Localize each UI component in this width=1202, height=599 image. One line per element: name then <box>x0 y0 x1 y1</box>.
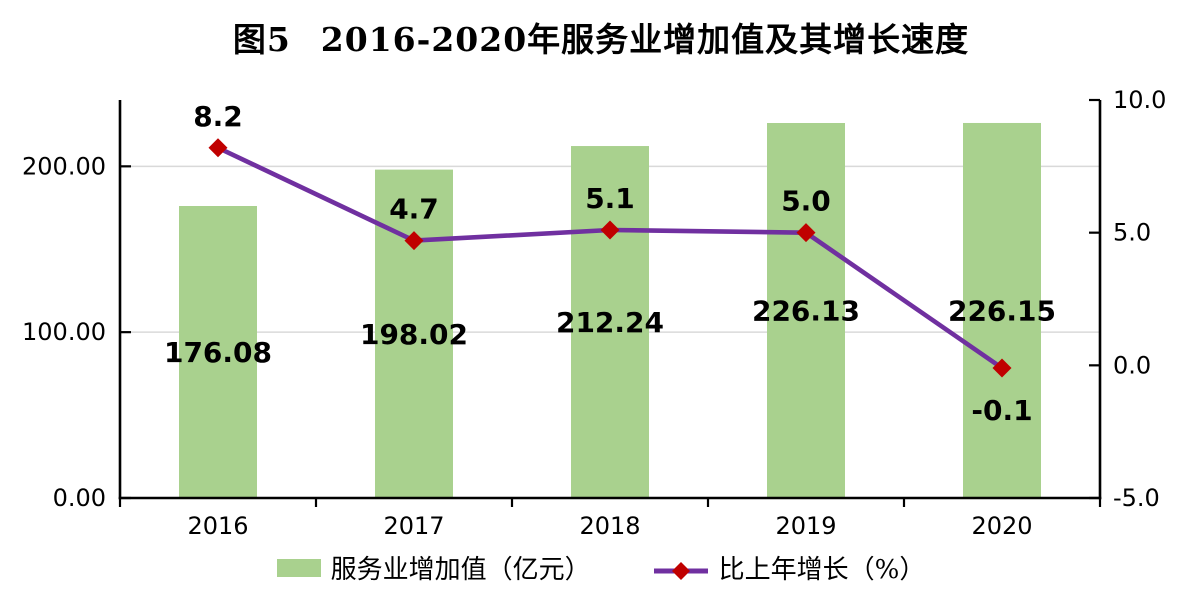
left-axis-tick-label: 200.00 <box>22 152 106 180</box>
bar-value-label-2019: 226.13 <box>752 295 860 328</box>
right-axis-tick-label: -5.0 <box>1113 484 1160 512</box>
chart-title: 图5 2016-2020年服务业增加值及其增长速度 <box>0 13 1202 61</box>
chart-title-main: 2016-2020年服务业增加值及其增长速度 <box>320 20 970 59</box>
bar-value-label-2018: 212.24 <box>556 306 664 339</box>
line-value-label-2017: 4.7 <box>389 193 439 226</box>
x-axis-label-2017: 2017 <box>383 512 444 540</box>
bar-value-label-2020: 226.15 <box>948 294 1056 327</box>
line-value-label-2019: 5.0 <box>781 185 831 218</box>
legend-bar-swatch <box>276 558 321 577</box>
x-axis-label-2019: 2019 <box>775 512 836 540</box>
legend-line-marker-swatch <box>653 558 709 580</box>
bar-2020 <box>963 122 1041 498</box>
left-axis-tick-label: 100.00 <box>22 318 106 346</box>
line-value-label-2020: -0.1 <box>971 394 1032 427</box>
diamond-marker-2018 <box>600 220 620 240</box>
chart-legend: 服务业增加值（亿元） 比上年增长（%） <box>0 549 1202 586</box>
bar-2019 <box>767 123 845 498</box>
bar-2017 <box>375 169 453 499</box>
x-axis-label-2018: 2018 <box>579 512 640 540</box>
chart-title-prefix: 图5 <box>232 20 291 59</box>
right-axis-tick-label: 0.0 <box>1113 351 1151 379</box>
right-axis-tick-label: 5.0 <box>1113 219 1151 247</box>
diamond-marker-2016 <box>208 138 228 158</box>
diamond-marker-2017 <box>404 231 424 251</box>
x-axis-label-2020: 2020 <box>971 512 1032 540</box>
left-axis-tick-label: 0.00 <box>53 484 106 512</box>
legend-item-bar-series: 服务业增加值（亿元） <box>276 549 591 586</box>
line-value-label-2016: 8.2 <box>193 100 243 133</box>
diamond-marker-2020 <box>992 358 1012 378</box>
legend-item-label: 服务业增加值（亿元） <box>330 555 591 585</box>
diamond-marker-2019 <box>796 223 816 243</box>
line-value-label-2018: 5.1 <box>585 182 635 215</box>
bar-2016 <box>179 206 257 498</box>
bar-2018 <box>571 146 649 498</box>
bar-value-label-2017: 198.02 <box>360 318 468 351</box>
right-axis-tick-label: 10.0 <box>1113 86 1166 114</box>
legend-item-line-series: 比上年增长（%） <box>653 549 926 586</box>
legend-item-label: 比上年增长（%） <box>718 555 926 585</box>
x-axis-label-2016: 2016 <box>187 512 248 540</box>
bar-value-label-2016: 176.08 <box>164 336 272 369</box>
